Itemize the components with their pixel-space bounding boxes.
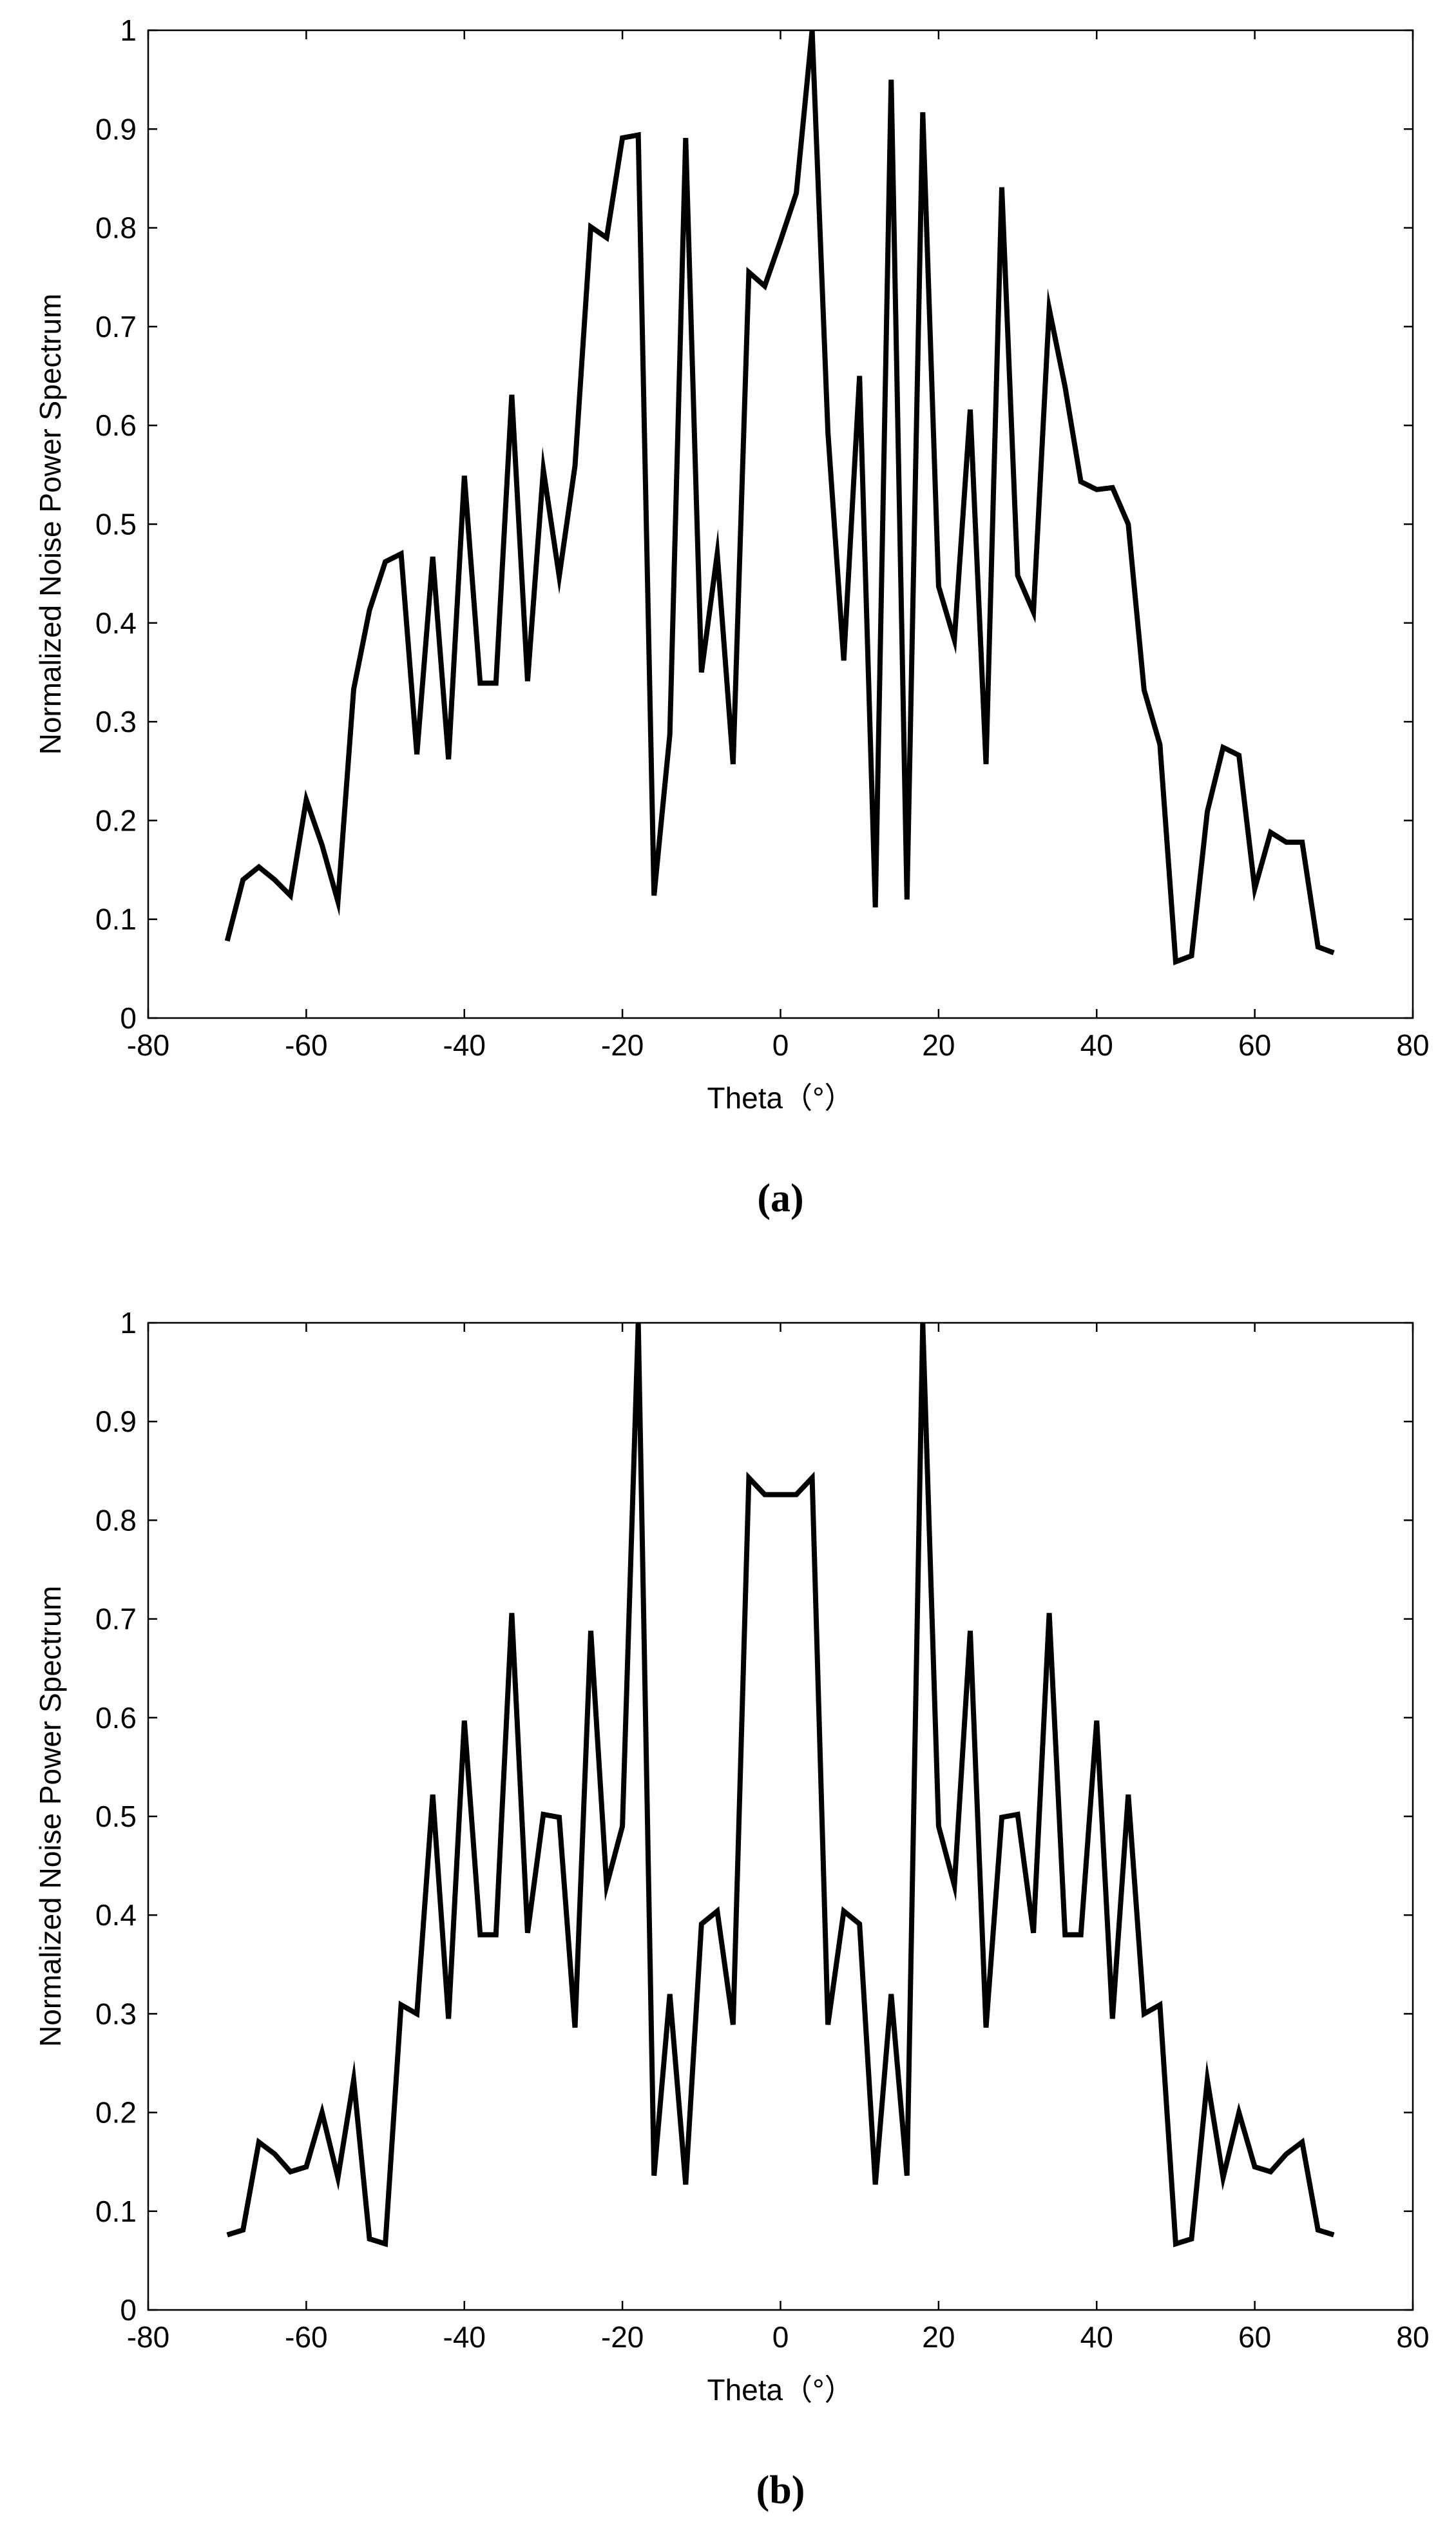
y-tick-label: 0.2 <box>95 2096 137 2130</box>
y-tick-label: 1 <box>120 14 137 47</box>
x-axis-label: Theta（°） <box>707 1081 854 1115</box>
y-tick-label: 0 <box>120 2293 137 2327</box>
y-tick-label: 0.3 <box>95 1997 137 2030</box>
x-tick-label: 0 <box>772 1028 789 1062</box>
x-tick-label: -40 <box>443 2320 486 2354</box>
y-tick-label: 0.3 <box>95 705 137 738</box>
x-tick-label: 80 <box>1396 1028 1429 1062</box>
y-tick-label: 0.5 <box>95 508 137 541</box>
x-tick-label: -80 <box>127 1028 169 1062</box>
y-tick-label: 0.9 <box>95 112 137 146</box>
x-tick-label: 40 <box>1080 2320 1113 2354</box>
y-tick-label: 0.5 <box>95 1800 137 1833</box>
x-tick-label: -60 <box>285 1028 327 1062</box>
y-tick-label: 0.7 <box>95 1602 137 1636</box>
x-tick-label: -40 <box>443 1028 486 1062</box>
noise-spectrum-line <box>224 30 1335 966</box>
panel-caption: (a) <box>757 1177 803 1220</box>
y-tick-label: 0.6 <box>95 1701 137 1735</box>
y-tick-label: 0.7 <box>95 310 137 343</box>
chart-panel-a: -80 -60 -40 -20 0 20 40 60 80 0 0.1 0.2 0.3 0.4 0.5 0.6… <box>34 14 1430 1220</box>
y-tick-label: 1 <box>120 1306 137 1340</box>
x-tick-label: 80 <box>1396 2320 1429 2354</box>
x-tick-label: -20 <box>601 1028 644 1062</box>
x-axis-label: Theta（°） <box>707 2373 854 2407</box>
y-axis-label: Normalized Noise Power Spectrum <box>34 294 67 755</box>
y-tick-label: 0.2 <box>95 803 137 837</box>
y-tick-label: 0.6 <box>95 409 137 442</box>
axis-ticks: -80 -60 -40 -20 0 20 40 60 80 0 0.1 0.2 0.3 0.4 0.5 0.6… <box>95 14 1430 1062</box>
y-tick-label: 0.4 <box>95 1898 137 1932</box>
y-tick-label: 0.9 <box>95 1405 137 1438</box>
chart-panel-b: -80 -60 -40 -20 0 20 40 60 80 0 0.1 0.2 0.3 0.4 0.5 0.6… <box>34 1306 1430 2512</box>
y-tick-label: 0 <box>120 1001 137 1035</box>
x-tick-label: 60 <box>1238 1028 1271 1062</box>
y-tick-label: 0.1 <box>95 903 137 936</box>
x-tick-label: 60 <box>1238 2320 1271 2354</box>
x-tick-label: 20 <box>922 1028 955 1062</box>
panel-caption: (b) <box>756 2468 805 2512</box>
axis-ticks: -80 -60 -40 -20 0 20 40 60 80 0 0.1 0.2 0.3 0.4 0.5 0.6… <box>95 1306 1430 2354</box>
y-tick-label: 0.1 <box>95 2195 137 2228</box>
x-tick-label: 40 <box>1080 1028 1113 1062</box>
noise-spectrum-line <box>226 1322 1335 2247</box>
y-tick-label: 0.8 <box>95 1503 137 1537</box>
x-tick-label: -20 <box>601 2320 644 2354</box>
x-tick-label: -80 <box>127 2320 169 2354</box>
x-tick-label: 0 <box>772 2320 789 2354</box>
y-tick-label: 0.4 <box>95 606 137 640</box>
x-tick-label: -60 <box>285 2320 327 2354</box>
x-tick-label: 20 <box>922 2320 955 2354</box>
y-axis-label: Normalized Noise Power Spectrum <box>34 1586 67 2047</box>
y-tick-label: 0.8 <box>95 211 137 245</box>
